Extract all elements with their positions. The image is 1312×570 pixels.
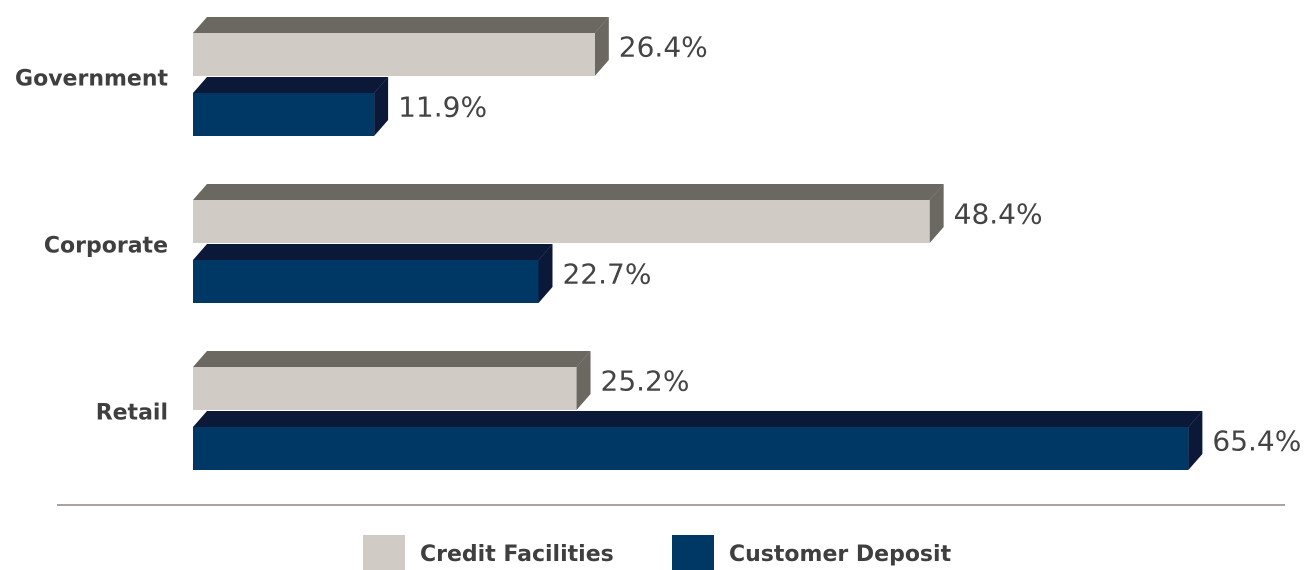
legend-swatch: [363, 535, 405, 570]
bar: [193, 184, 944, 243]
bar-side: [1188, 411, 1203, 470]
bar: [193, 77, 389, 136]
bar-side: [594, 17, 609, 76]
bar-front: [193, 93, 375, 136]
bar-top: [193, 244, 553, 260]
bar-side: [576, 351, 591, 410]
bar-front: [193, 200, 930, 243]
category-label: Retail: [96, 401, 168, 426]
bar: [193, 17, 609, 76]
bar-top: [193, 77, 389, 93]
category-label: Corporate: [44, 234, 168, 259]
bar: [193, 351, 591, 410]
bar-top: [193, 184, 944, 200]
bar-top: [193, 17, 609, 33]
bar-side: [538, 244, 553, 303]
bar-side: [929, 184, 944, 243]
value-label: 26.4%: [619, 31, 708, 64]
value-label: 25.2%: [601, 365, 690, 398]
value-label: 22.7%: [562, 258, 651, 291]
value-label: 11.9%: [398, 91, 487, 124]
value-label: 65.4%: [1212, 425, 1301, 458]
legend-swatch: [672, 535, 714, 570]
bar-top: [193, 411, 1203, 427]
bar-top: [193, 351, 591, 367]
bar: [193, 244, 553, 303]
legend-label: Credit Facilities: [420, 542, 614, 567]
legend-label: Customer Deposit: [729, 542, 952, 567]
bar: [193, 411, 1203, 470]
bar-side: [374, 77, 389, 136]
bar-front: [193, 427, 1189, 470]
value-label: 48.4%: [954, 198, 1043, 231]
bar-front: [193, 33, 595, 76]
bar-front: [193, 260, 539, 303]
category-label: Government: [15, 67, 168, 92]
bar-front: [193, 367, 577, 410]
